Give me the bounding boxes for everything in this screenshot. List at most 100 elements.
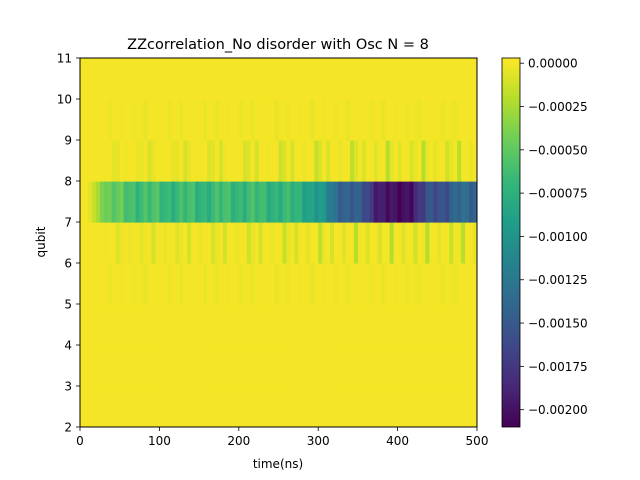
heatmap-cell — [278, 304, 284, 346]
heatmap-cell — [155, 181, 160, 223]
heatmap-cell — [179, 140, 184, 182]
heatmap-cell — [377, 386, 383, 427]
heatmap-cell — [127, 263, 133, 305]
heatmap-cell — [441, 386, 446, 427]
heatmap-cell — [461, 140, 466, 182]
heatmap-cell — [218, 386, 224, 427]
heatmap-cell — [286, 222, 292, 264]
heatmap-cell — [330, 345, 335, 387]
heatmap-cell — [195, 99, 200, 141]
heatmap-cell — [365, 181, 371, 223]
heatmap-cell — [274, 58, 280, 100]
heatmap-cell — [111, 222, 117, 264]
heatmap-cell — [111, 386, 117, 427]
heatmap-cell — [159, 304, 164, 346]
heatmap-cell — [405, 222, 411, 264]
heatmap-cell — [83, 181, 89, 223]
heatmap-cell — [99, 140, 105, 182]
heatmap-cell — [222, 58, 228, 100]
heatmap-cell — [246, 140, 252, 182]
heatmap-cell — [437, 140, 442, 182]
heatmap-cell — [155, 222, 160, 264]
heatmap-cell — [151, 222, 157, 264]
heatmap-cell — [290, 263, 295, 305]
heatmap-cell — [258, 263, 264, 305]
heatmap-cell — [361, 140, 367, 182]
heatmap-cell — [266, 263, 272, 305]
heatmap-cell — [306, 222, 311, 264]
heatmap-cell — [437, 304, 442, 346]
heatmap-cell — [274, 222, 280, 264]
x-tick-label: 200 — [227, 434, 250, 448]
heatmap-cell — [111, 99, 117, 141]
heatmap-cell — [123, 58, 129, 100]
heatmap-cell — [282, 99, 288, 141]
heatmap-cell — [195, 345, 200, 387]
chart-title: ZZcorrelation_No disorder with Osc N = 8 — [127, 37, 429, 53]
heatmap-cell — [278, 222, 284, 264]
heatmap-cell — [80, 222, 85, 264]
heatmap-cell — [294, 386, 299, 427]
heatmap-cell — [294, 304, 299, 346]
heatmap-cell — [437, 386, 442, 427]
heatmap-cell — [155, 304, 160, 346]
heatmap-cell — [421, 58, 426, 100]
heatmap-cell — [179, 386, 184, 427]
heatmap-cell — [183, 181, 188, 223]
heatmap-cell — [87, 386, 93, 427]
heatmap-cell — [278, 99, 284, 141]
heatmap-cell — [353, 140, 359, 182]
heatmap-cell — [385, 345, 391, 387]
heatmap-cell — [417, 304, 423, 346]
heatmap-cell — [385, 304, 391, 346]
heatmap-cell — [377, 99, 383, 141]
heatmap-cell — [270, 345, 276, 387]
heatmap-cell — [413, 386, 419, 427]
heatmap-cell — [409, 304, 415, 346]
heatmap-cell — [135, 304, 141, 346]
heatmap-cell — [385, 58, 391, 100]
heatmap-cell — [417, 58, 423, 100]
heatmap-cell — [83, 140, 89, 182]
heatmap-cell — [373, 263, 379, 305]
y-tick-label: 10 — [57, 93, 72, 107]
heatmap-cell — [401, 222, 407, 264]
colorbar-ticks: 0.00000 −0.00025 −0.00050 −0.00075 −0.00100 −… — [520, 57, 588, 417]
heatmap-cell — [191, 263, 196, 305]
heatmap-cell — [87, 263, 93, 305]
y-tick-label: 6 — [64, 257, 72, 271]
heatmap-cell — [242, 181, 248, 223]
heatmap-cell — [345, 304, 351, 346]
heatmap-cell — [409, 345, 415, 387]
heatmap-cell — [401, 58, 407, 100]
heatmap-cell — [159, 58, 164, 100]
heatmap-cell — [349, 140, 355, 182]
heatmap-cell — [369, 386, 375, 427]
heatmap-cell — [167, 181, 172, 223]
heatmap-cell — [143, 263, 149, 305]
heatmap-cell — [179, 263, 184, 305]
heatmap-cell — [338, 386, 343, 427]
heatmap-cell — [123, 304, 129, 346]
heatmap-cell — [123, 386, 129, 427]
heatmap-cell — [183, 99, 188, 141]
heatmap-cell — [326, 99, 331, 141]
heatmap-cell — [262, 304, 268, 346]
heatmap-cell — [453, 140, 458, 182]
heatmap-cell — [254, 181, 260, 223]
heatmap-cell — [278, 345, 284, 387]
heatmap-cell — [163, 263, 168, 305]
heatmap-cell — [211, 386, 216, 427]
heatmap-cell — [385, 222, 391, 264]
heatmap-cell — [238, 345, 244, 387]
heatmap-cell — [353, 345, 359, 387]
heatmap-cell — [131, 181, 137, 223]
heatmap-cell — [270, 304, 276, 346]
heatmap-cell — [203, 345, 208, 387]
heatmap-cell — [441, 140, 446, 182]
heatmap-cell — [171, 58, 176, 100]
heatmap-cell — [151, 181, 157, 223]
heatmap-cell — [147, 140, 153, 182]
heatmap-cell — [103, 140, 109, 182]
heatmap-cell — [461, 263, 466, 305]
